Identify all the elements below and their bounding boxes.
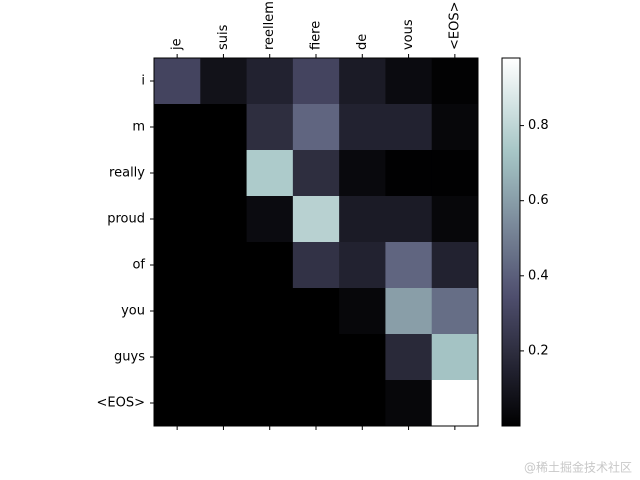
cell <box>154 58 201 105</box>
cell <box>339 150 386 197</box>
cell <box>246 242 294 289</box>
x-tick-label: vous <box>401 19 416 50</box>
cell <box>385 334 433 381</box>
cell <box>292 288 340 335</box>
y-tick-label: m <box>132 120 145 135</box>
colorbar-tick-label: 0.4 <box>528 268 549 283</box>
colorbar-tick-label: 0.6 <box>528 193 549 208</box>
cell <box>154 380 201 427</box>
cell <box>246 334 294 381</box>
colorbar-tick-label: 0.8 <box>528 118 549 133</box>
cell <box>339 288 386 335</box>
watermark: @稀土掘金技术社区 <box>524 460 632 475</box>
cell <box>246 380 294 427</box>
cell <box>385 242 433 289</box>
cell <box>154 242 201 289</box>
cell <box>431 196 479 243</box>
cell <box>431 104 479 151</box>
cell <box>292 58 340 105</box>
x-tick-label: de <box>355 34 370 50</box>
y-tick-label: really <box>109 166 145 181</box>
cell <box>292 334 340 381</box>
cell <box>154 150 201 197</box>
cell <box>292 380 340 427</box>
cell <box>431 334 479 381</box>
y-tick-label: you <box>121 304 145 319</box>
y-tick-label: <EOS> <box>97 396 145 411</box>
cell <box>200 150 248 197</box>
cell <box>200 380 248 427</box>
cell <box>246 288 294 335</box>
cell <box>339 196 386 243</box>
cell <box>154 288 201 335</box>
colorbar <box>501 57 521 427</box>
cell <box>339 58 386 105</box>
cell <box>385 288 433 335</box>
cell <box>431 150 479 197</box>
x-tick-label: suis <box>216 24 231 50</box>
cell <box>246 58 294 105</box>
x-tick-label: reellem <box>262 1 277 50</box>
cell <box>431 58 479 105</box>
cell <box>246 150 294 197</box>
y-tick-label: guys <box>114 350 145 365</box>
cell <box>246 104 294 151</box>
cell <box>431 288 479 335</box>
y-tick-label: of <box>132 258 145 273</box>
cell <box>385 380 433 427</box>
y-tick-label: i <box>141 74 145 89</box>
cell <box>339 104 386 151</box>
x-tick-label: fiere <box>309 21 324 50</box>
cell <box>200 242 248 289</box>
y-tick-label: proud <box>107 212 145 227</box>
cell <box>385 196 433 243</box>
cell <box>385 150 433 197</box>
cell <box>246 196 294 243</box>
x-tick-label: <EOS> <box>447 2 462 50</box>
cell <box>339 380 386 427</box>
cell <box>200 58 248 105</box>
colorbar-tick-label: 0.2 <box>528 343 549 358</box>
cell <box>339 334 386 381</box>
cell <box>339 242 386 289</box>
cell <box>292 150 340 197</box>
cell <box>154 104 201 151</box>
cell <box>154 334 201 381</box>
cell <box>431 380 479 427</box>
cell <box>200 104 248 151</box>
cell <box>200 288 248 335</box>
cell <box>292 242 340 289</box>
cell <box>431 242 479 289</box>
x-tick-label: je <box>170 38 185 51</box>
cell <box>200 196 248 243</box>
cell <box>385 104 433 151</box>
cell <box>200 334 248 381</box>
cell <box>292 104 340 151</box>
cell <box>154 196 201 243</box>
cell <box>385 58 433 105</box>
cell <box>292 196 340 243</box>
